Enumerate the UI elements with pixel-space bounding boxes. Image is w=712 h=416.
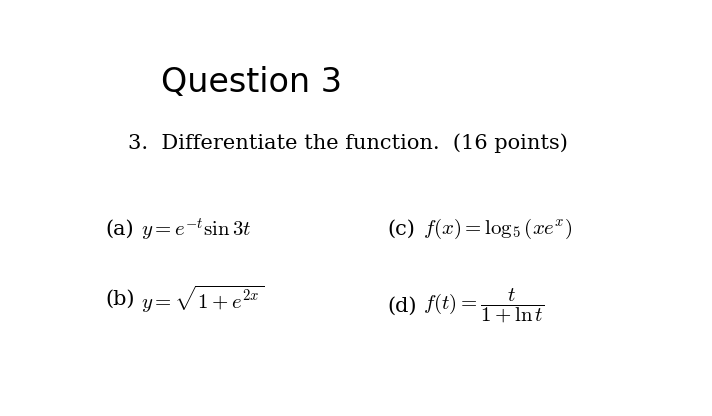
Text: (c): (c) (387, 220, 415, 239)
Text: $f(x) = \log_5 (xe^{x})$: $f(x) = \log_5 (xe^{x})$ (423, 217, 572, 241)
Text: $f(t) = \dfrac{t}{1 + \ln t}$: $f(t) = \dfrac{t}{1 + \ln t}$ (423, 287, 544, 325)
Text: Question 3: Question 3 (161, 66, 342, 99)
Text: $y = \sqrt{1 + e^{2x}}$: $y = \sqrt{1 + e^{2x}}$ (142, 284, 264, 315)
Text: 3.  Differentiate the function.  (16 points): 3. Differentiate the function. (16 point… (127, 133, 567, 153)
Text: (d): (d) (387, 297, 417, 316)
Text: $y = e^{-t}\sin 3t$: $y = e^{-t}\sin 3t$ (142, 216, 252, 243)
Text: (a): (a) (105, 220, 134, 239)
Text: (b): (b) (105, 290, 135, 309)
